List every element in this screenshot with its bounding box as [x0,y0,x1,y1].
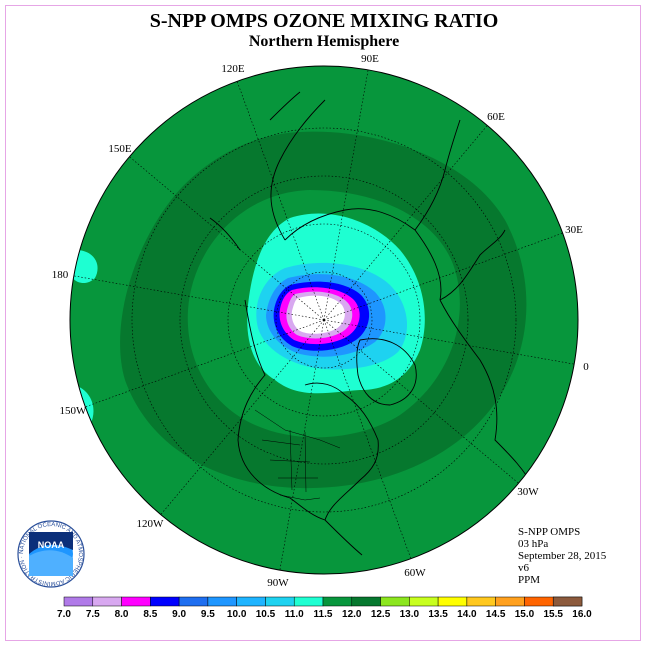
logo-wordmark: NOAA [38,540,65,550]
borders [254,409,341,501]
colorbar-tick-label: 16.0 [572,609,592,620]
ozone-field [70,131,527,489]
coast-greenland [356,338,417,406]
polar-map [69,65,579,575]
lon-label-30e: 30E [565,224,583,236]
colorbar-tick-label: 15.0 [515,609,535,620]
meridian-line [160,319,325,515]
lon-label-60e: 60E [487,111,505,123]
lon-label-0: 0 [583,361,589,373]
colorbar-tick-label: 11.0 [285,609,304,620]
figure-frame [5,5,641,641]
border-us-states-1 [261,429,318,493]
colorbar-swatch [236,596,266,607]
latitude-circle-45 [179,175,469,465]
colorbar-swatch [409,596,439,607]
colorbar-swatch [322,596,353,607]
colorbar-tick-label: 8.5 [143,609,157,620]
meridian-line [323,69,369,321]
info-level: 03 hPa [518,538,548,550]
meridian-line [236,81,325,321]
ozone-contour-11-5 [120,131,527,489]
meridian-line [73,275,325,321]
coast-asia [270,99,461,301]
noaa-logo: NATIONAL OCEANIC AND ATMOSPHERIC ADMINIS… [17,520,85,588]
colorbar-swatch [466,596,496,607]
coastlines [209,91,536,556]
colorbar-swatch [437,596,468,607]
meridian-line [85,319,325,408]
coast-europe-africa [439,229,536,491]
colorbar-tick-label: 11.5 [314,609,333,620]
meridian-line [323,232,563,321]
lon-label-90e: 90E [361,53,379,65]
colorbar-swatch [92,596,122,607]
colorbar-tick-label: 13.0 [400,609,420,620]
meridian-line [129,156,325,321]
lon-label-120w: 120W [137,518,165,530]
colorbar-tick-label: 8.0 [115,609,129,620]
latitude-circle-30 [131,127,517,513]
colorbar-tick-label: 15.5 [543,609,563,620]
ozone-core [291,295,345,334]
page-subtitle: Northern Hemisphere [249,33,399,50]
colorbar-tick-label: 9.5 [201,609,215,620]
lon-label-150e: 150E [108,143,132,155]
meridian-line [279,319,325,571]
lon-label-120e: 120E [221,63,245,75]
colorbar-tick-label: 10.0 [227,609,247,620]
colorbar-tick-label: 14.5 [486,609,506,620]
info-date: September 28, 2015 [518,550,607,562]
coast-north-america [237,299,379,556]
info-units: PPM [518,574,540,586]
colorbar-swatch [380,596,410,607]
colorbar-tick-label: 12.5 [371,609,391,620]
colorbar-swatch [524,596,554,607]
colorbar-swatch [207,596,237,607]
colorbar-tick-label: 7.0 [57,609,71,620]
colorbar-swatch [351,596,381,607]
colorbar-swatch [121,596,151,607]
latitude-circle-75 [275,271,373,369]
hemisphere-outline [69,65,579,575]
page-title: S-NPP OMPS OZONE MIXING RATIO [150,10,499,32]
info-version: v6 [518,562,530,574]
lon-label-150w: 150W [60,405,88,417]
meridian-line [323,125,488,321]
lon-label-30w: 30W [517,486,539,498]
info-block: S-NPP OMPS 03 hPa September 28, 2015 v6 … [518,526,607,586]
logo-bird-shape [29,532,73,554]
meridians [73,69,575,571]
colorbar-swatch [63,596,94,607]
colorbar: 7.0 7.5 8.0 8.5 9.0 9.5 10.0 10.5 11.0 11.5 12.0 12… [57,596,592,620]
colorbar-tick-label: 10.5 [256,609,276,620]
lon-label-90w: 90W [267,577,289,589]
longitude-labels: 90E 60E 30E 0 30W 60W 90W 120W 150W 180 … [52,53,590,589]
coast-japan-kamchatka [209,91,301,251]
colorbar-tick-label: 9.0 [172,609,186,620]
colorbar-swatch [265,596,295,607]
graticule [73,69,575,571]
colorbar-swatch [293,596,324,607]
colorbar-swatch [495,596,525,607]
colorbar-tick-label: 14.0 [457,609,477,620]
colorbar-swatch [150,596,180,607]
lon-label-180: 180 [52,269,69,281]
meridian-line [323,319,519,484]
colorbar-swatch [552,596,583,607]
colorbar-swatch [178,596,209,607]
colorbar-tick-label: 12.0 [342,609,362,620]
lon-label-60w: 60W [404,567,426,579]
colorbar-tick-label: 13.5 [428,609,448,620]
logo-wave-shape [29,550,73,576]
meridian-line [323,319,412,559]
info-instrument: S-NPP OMPS [518,526,580,538]
colorbar-tick-label: 7.5 [86,609,100,620]
border-mexico [279,494,321,501]
meridian-line [323,319,575,365]
latitude-circle-60 [227,223,421,417]
border-us-canada [254,409,341,449]
